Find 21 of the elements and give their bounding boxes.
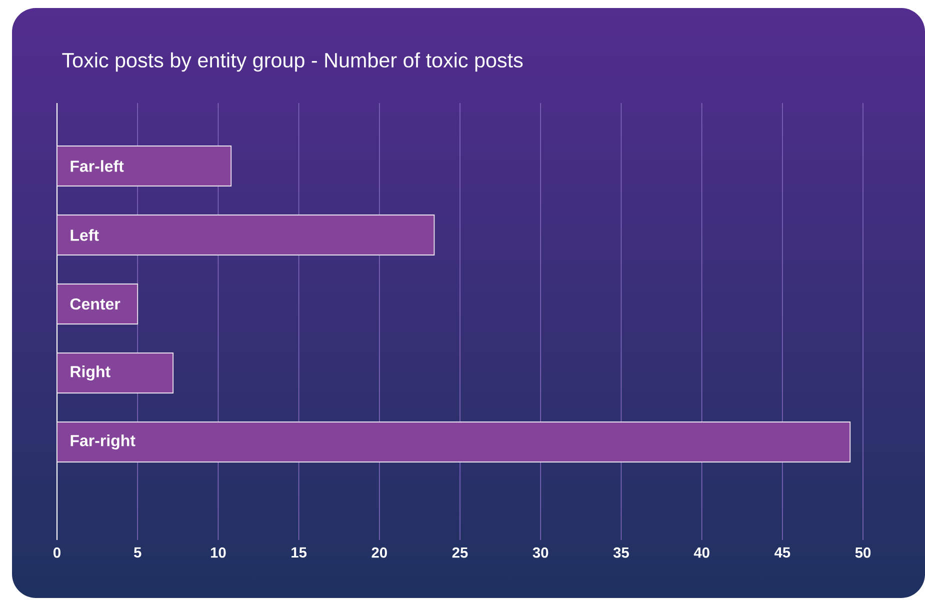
y-tick-label: Far-right: [70, 434, 136, 450]
x-tick-label: 20: [372, 547, 387, 558]
x-tick-label: 0: [54, 547, 60, 558]
chart-title: Toxic posts by entity group - Number of toxic posts: [62, 52, 523, 72]
bar: [57, 422, 851, 462]
y-tick-label: Center: [70, 298, 120, 310]
x-tick-label: 30: [532, 547, 548, 558]
x-tick-label: 45: [774, 547, 790, 558]
bar: [57, 214, 435, 256]
x-tick-label: 5: [134, 547, 142, 558]
x-tick-label: 50: [855, 547, 871, 558]
y-tick-label: Left: [70, 229, 99, 241]
x-tick-label: 10: [210, 547, 226, 558]
y-tick-label: Far-left: [70, 160, 124, 172]
x-tick-label: 25: [452, 547, 468, 558]
x-tick-label: 15: [292, 547, 307, 558]
x-tick-label: 40: [694, 547, 710, 558]
bar: [57, 352, 174, 394]
y-tick-label: Right: [70, 366, 110, 380]
x-tick-label: 35: [613, 547, 629, 558]
bar: [57, 146, 232, 186]
